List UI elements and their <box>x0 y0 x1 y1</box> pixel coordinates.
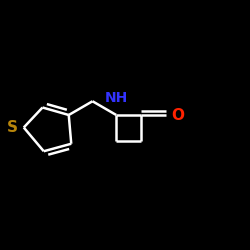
Text: S: S <box>7 120 18 135</box>
Text: O: O <box>172 108 185 122</box>
Text: NH: NH <box>104 91 128 105</box>
